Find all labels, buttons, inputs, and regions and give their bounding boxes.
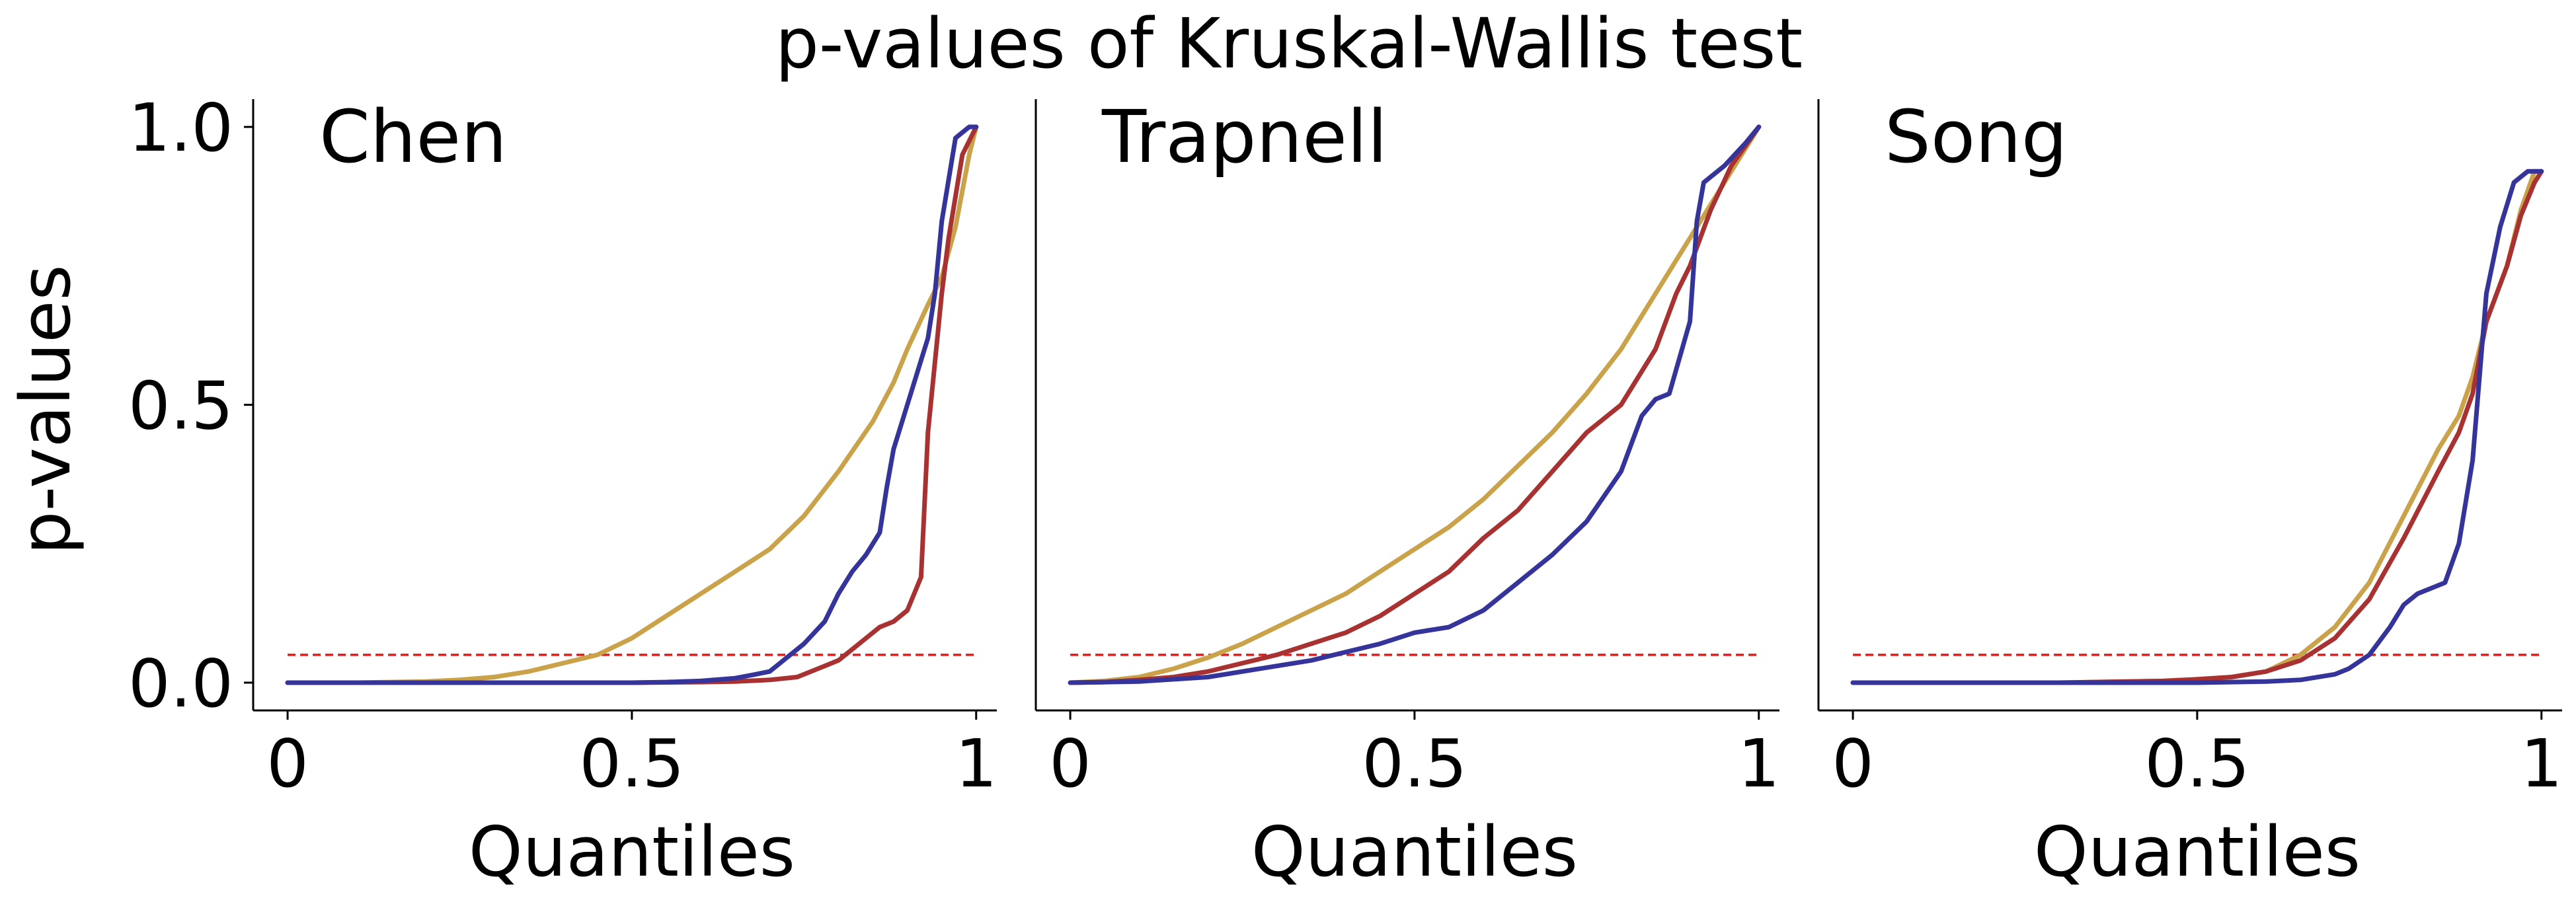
series-line-red [1850,169,2544,685]
panel-title: Trapnell [1101,95,1387,179]
x-tick-label: 0.5 [579,725,684,802]
panel-song: 0 0.5 1 Song Quantiles [1817,95,2563,892]
series-line-blue [1068,124,1762,685]
x-axis-label: Quantiles [2034,812,2361,892]
figure-title: p-values of Kruskal-Wallis test [775,3,1803,84]
x-tick-label: 0.5 [1362,725,1467,802]
x-tick-label: 1 [1738,725,1780,802]
y-tick-label: 0.0 [128,645,233,722]
x-tick-label: 0.5 [2144,725,2249,802]
panel-title: Chen [319,95,507,179]
series-line-gold [285,124,979,685]
series-line-blue [1850,169,2544,685]
series-line-red [1068,124,1762,685]
series-line-blue [285,124,979,685]
panel-title: Song [1885,95,2068,179]
series-line-gold [1068,124,1762,685]
x-axis-label: Quantiles [1251,812,1578,892]
x-tick-label: 0 [1049,725,1091,802]
x-tick-label: 0 [1832,725,1874,802]
series-line-gold [1850,169,2544,685]
x-tick-label: 1 [955,725,997,802]
panel-chen: 0 0.5 1 0.0 0.5 1.0 Chen Quantiles [128,89,997,892]
series-line-red [285,124,979,685]
x-axis-label: Quantiles [469,812,795,892]
x-tick-label: 0 [266,725,309,802]
y-axis-label: p-values [5,264,86,554]
x-tick-label: 1 [2520,725,2563,802]
y-tick-label: 0.5 [128,367,233,445]
panel-trapnell: 0 0.5 1 Trapnell Quantiles [1034,95,1780,892]
y-tick-label: 1.0 [128,89,233,167]
